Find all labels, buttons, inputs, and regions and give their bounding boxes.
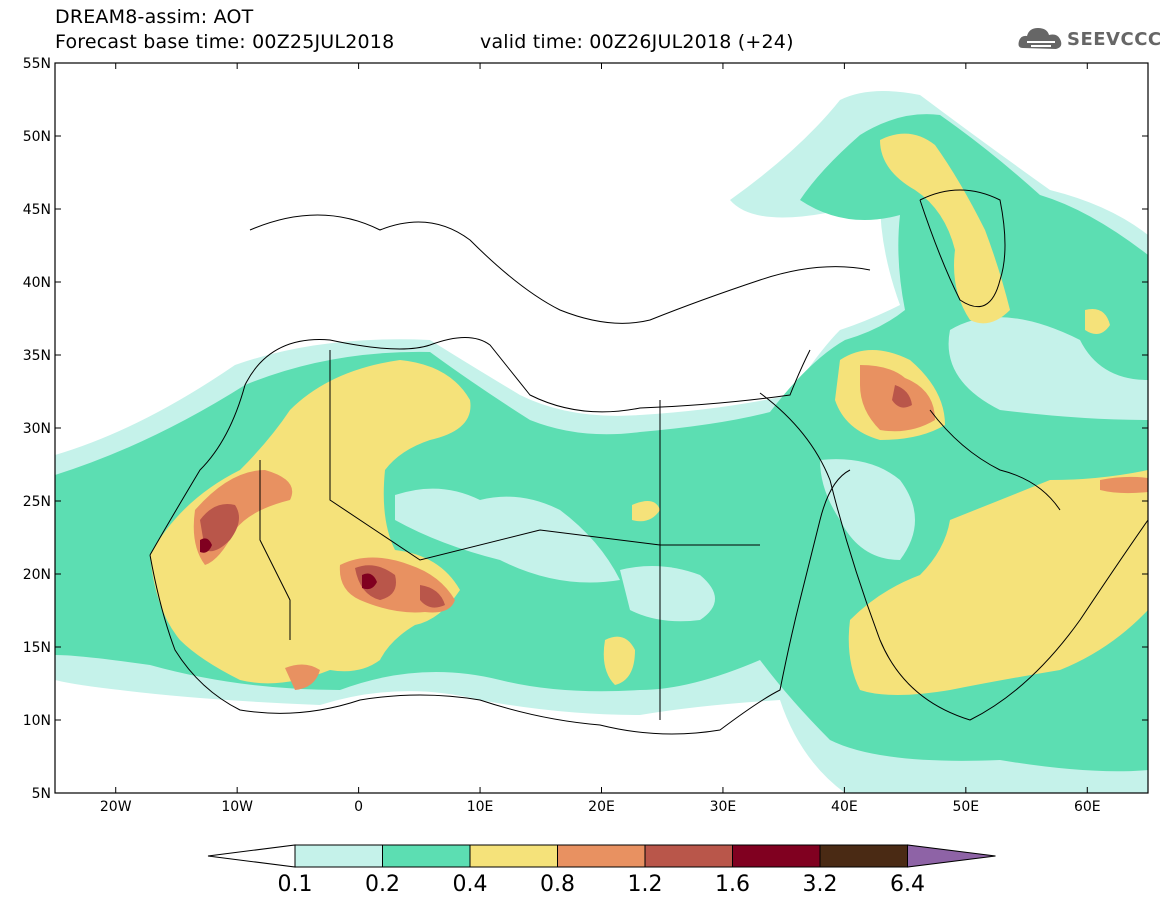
colorbar-box [469, 844, 558, 868]
lon-tick-label: 20E [588, 799, 615, 815]
colorbar-label: 0.8 [540, 872, 575, 897]
colorbar-label: 0.1 [278, 872, 313, 897]
lat-tick-label: 20N [23, 567, 51, 583]
lon-tick-label: 10W [221, 799, 253, 815]
valid-time: valid time: 00Z26JUL2018 (+24) [480, 31, 794, 53]
colorbar-box [819, 844, 908, 868]
lon-tick-label: 10E [467, 799, 494, 815]
aot-spot-0.4-1 [603, 636, 635, 685]
lon-tick-label: 50E [952, 799, 979, 815]
colorbar-label: 1.6 [715, 872, 750, 897]
lon-tick-label: 0 [354, 799, 363, 815]
aot-patch-low-1 [395, 488, 620, 583]
colorbar-labels: 0.1 0.2 0.4 0.8 1.2 1.6 3.2 6.4 [278, 872, 926, 897]
aot-band-0.8 [193, 365, 1148, 690]
colorbar-boxes [207, 844, 996, 868]
base-time: Forecast base time: 00Z25JUL2018 [55, 31, 395, 53]
aot-patch-low-3 [620, 566, 715, 622]
colorbar-box [294, 844, 383, 868]
aot-spot-0.4-2 [1085, 309, 1110, 334]
colorbar-label: 0.4 [453, 872, 488, 897]
colorbar-high-arrow [907, 844, 996, 868]
aot-field [55, 63, 1148, 793]
lon-tick-label: 30E [710, 799, 737, 815]
colorbar-box [382, 844, 471, 868]
colorbar-low-arrow [207, 844, 296, 868]
aot-spot-0.4-3 [632, 501, 660, 522]
lon-tick-label: 60E [1074, 799, 1101, 815]
colorbar-box [644, 844, 733, 868]
lat-tick-label: 40N [23, 275, 51, 291]
colorbar-label: 6.4 [890, 872, 925, 897]
aot-band-0.4-east [835, 350, 1148, 695]
cloud-icon [1018, 28, 1062, 49]
colorbar-label: 3.2 [803, 872, 838, 897]
logo-text: SEEVCCC [1067, 29, 1162, 50]
lat-tick-label: 55N [23, 56, 51, 72]
aot-patch-low-2 [820, 459, 915, 560]
latitude-axis: 5N 10N 15N 20N 25N 30N 35N 40N 45N 50N 55N [23, 56, 1148, 802]
colorbar-box [732, 844, 821, 868]
lat-tick-label: 10N [23, 713, 51, 729]
aot-band-0.4-caspian [880, 133, 1010, 324]
coastlines [149, 189, 1148, 735]
colorbar-label: 0.2 [365, 872, 400, 897]
lat-tick-label: 5N [32, 786, 51, 802]
lon-tick-label: 20W [100, 799, 132, 815]
seevccc-logo: SEEVCCC [1017, 22, 1161, 56]
lat-tick-label: 50N [23, 129, 51, 145]
lat-tick-label: 30N [23, 421, 51, 437]
lat-tick-label: 25N [23, 494, 51, 510]
colorbar-box [557, 844, 646, 868]
aot-patch-low-4 [960, 327, 1102, 410]
forecast-times: Forecast base time: 00Z25JUL2018 valid ti… [55, 31, 794, 53]
map-title: DREAM8-assim: AOT [55, 6, 254, 28]
lat-tick-label: 45N [23, 202, 51, 218]
lon-tick-label: 40E [831, 799, 858, 815]
lat-tick-label: 15N [23, 640, 51, 656]
colorbar-label: 1.2 [628, 872, 663, 897]
longitude-axis: 20W 10W 0 10E 20E 30E 40E 50E 60E [100, 63, 1101, 815]
lat-tick-label: 35N [23, 348, 51, 364]
